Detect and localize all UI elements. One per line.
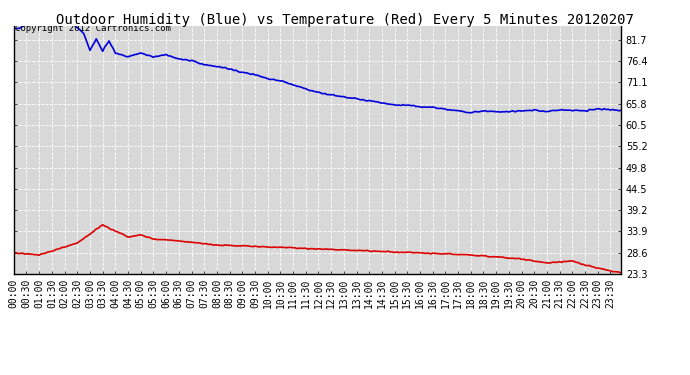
- Text: Outdoor Humidity (Blue) vs Temperature (Red) Every 5 Minutes 20120207: Outdoor Humidity (Blue) vs Temperature (…: [56, 13, 634, 27]
- Text: Copyright 2012 Cartronics.com: Copyright 2012 Cartronics.com: [15, 24, 171, 33]
